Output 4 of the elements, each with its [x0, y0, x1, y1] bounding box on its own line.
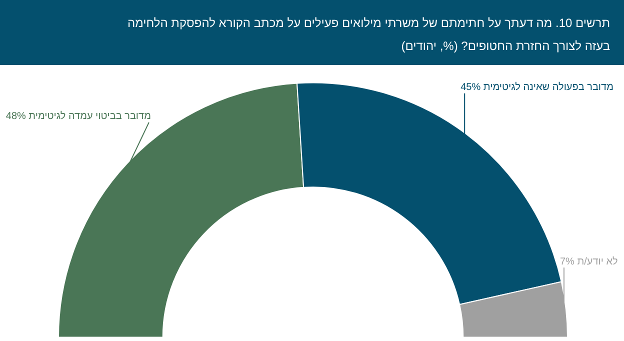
slice-label: מדובר בפעולה שאינה לגיטימית 45%	[460, 81, 614, 94]
slice-label: מדובר בביטוי עמדה לגיטימית 48%	[6, 110, 152, 122]
chart-title: תרשים 10. מה דעתך על חתימתם של משרתי מילואים פעילים על מכתב הקורא להפסקת הלחימה בעזה לצורך החזרת החטופים? (%, יהודים)	[0, 0, 624, 65]
slice-label: לא יודע/ת 7%	[560, 255, 618, 268]
